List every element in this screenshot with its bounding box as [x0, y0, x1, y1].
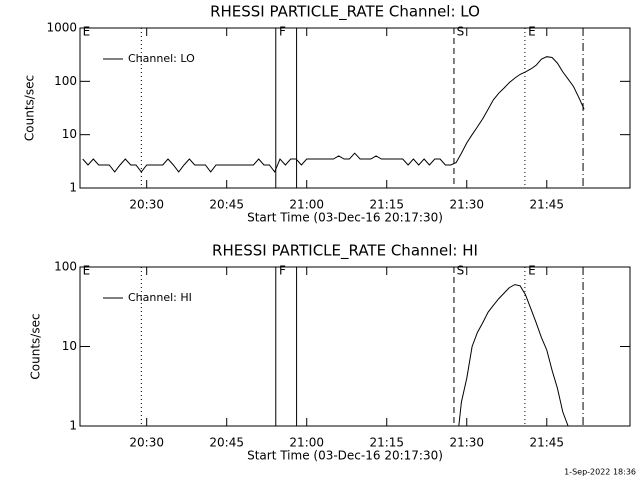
x-tick-label: 20:30 [129, 436, 164, 450]
x-tick-label: 21:15 [369, 198, 404, 212]
x-tick-label: 21:15 [369, 436, 404, 450]
footer: 1-Sep-2022 18:36 [564, 468, 636, 477]
y-tick-label: 10 [62, 127, 77, 141]
x-axis-title: Start Time (03-Dec-16 20:17:30) [247, 211, 443, 225]
plot-area [82, 56, 585, 173]
plot-area [458, 284, 569, 426]
x-tick-label: 21:45 [529, 436, 564, 450]
y-axis-title: Counts/sec [29, 313, 43, 379]
y-tick-label: 1 [69, 419, 77, 433]
y-tick-label: 100 [54, 74, 77, 88]
x-tick-label: 21:45 [529, 198, 564, 212]
x-tick-label: 20:45 [209, 436, 244, 450]
annotation: E [83, 25, 91, 39]
x-tick-label: 21:30 [449, 436, 484, 450]
x-tick-label: 21:00 [289, 436, 324, 450]
annotation: S [457, 264, 465, 278]
y-tick-label: 1 [69, 181, 77, 195]
annotation: F [279, 25, 286, 39]
data-line [458, 284, 569, 426]
annotation: E [83, 264, 91, 278]
y-axis-title: Counts/sec [23, 75, 37, 141]
axes-frame [79, 266, 631, 427]
y-tick-label: 10 [62, 339, 77, 353]
y-tick-label: 1000 [46, 21, 77, 35]
x-tick-label: 20:30 [129, 198, 164, 212]
x-tick-label: 21:00 [289, 198, 324, 212]
data-line [82, 56, 585, 173]
annotation: F [279, 264, 286, 278]
legend-label: Channel: HI [128, 291, 192, 304]
x-axis-title: Start Time (03-Dec-16 20:17:30) [247, 449, 443, 463]
annotation: E [528, 25, 536, 39]
annotation: S [457, 25, 465, 39]
x-tick-label: 21:30 [449, 198, 484, 212]
y-tick-label: 100 [54, 260, 77, 274]
chart-title: RHESSI PARTICLE_RATE Channel: LO [210, 3, 480, 22]
chart-title: RHESSI PARTICLE_RATE Channel: HI [212, 242, 478, 261]
axes-frame [79, 27, 631, 189]
annotation: E [528, 264, 536, 278]
x-tick-label: 20:45 [209, 198, 244, 212]
legend-label: Channel: LO [128, 52, 195, 65]
